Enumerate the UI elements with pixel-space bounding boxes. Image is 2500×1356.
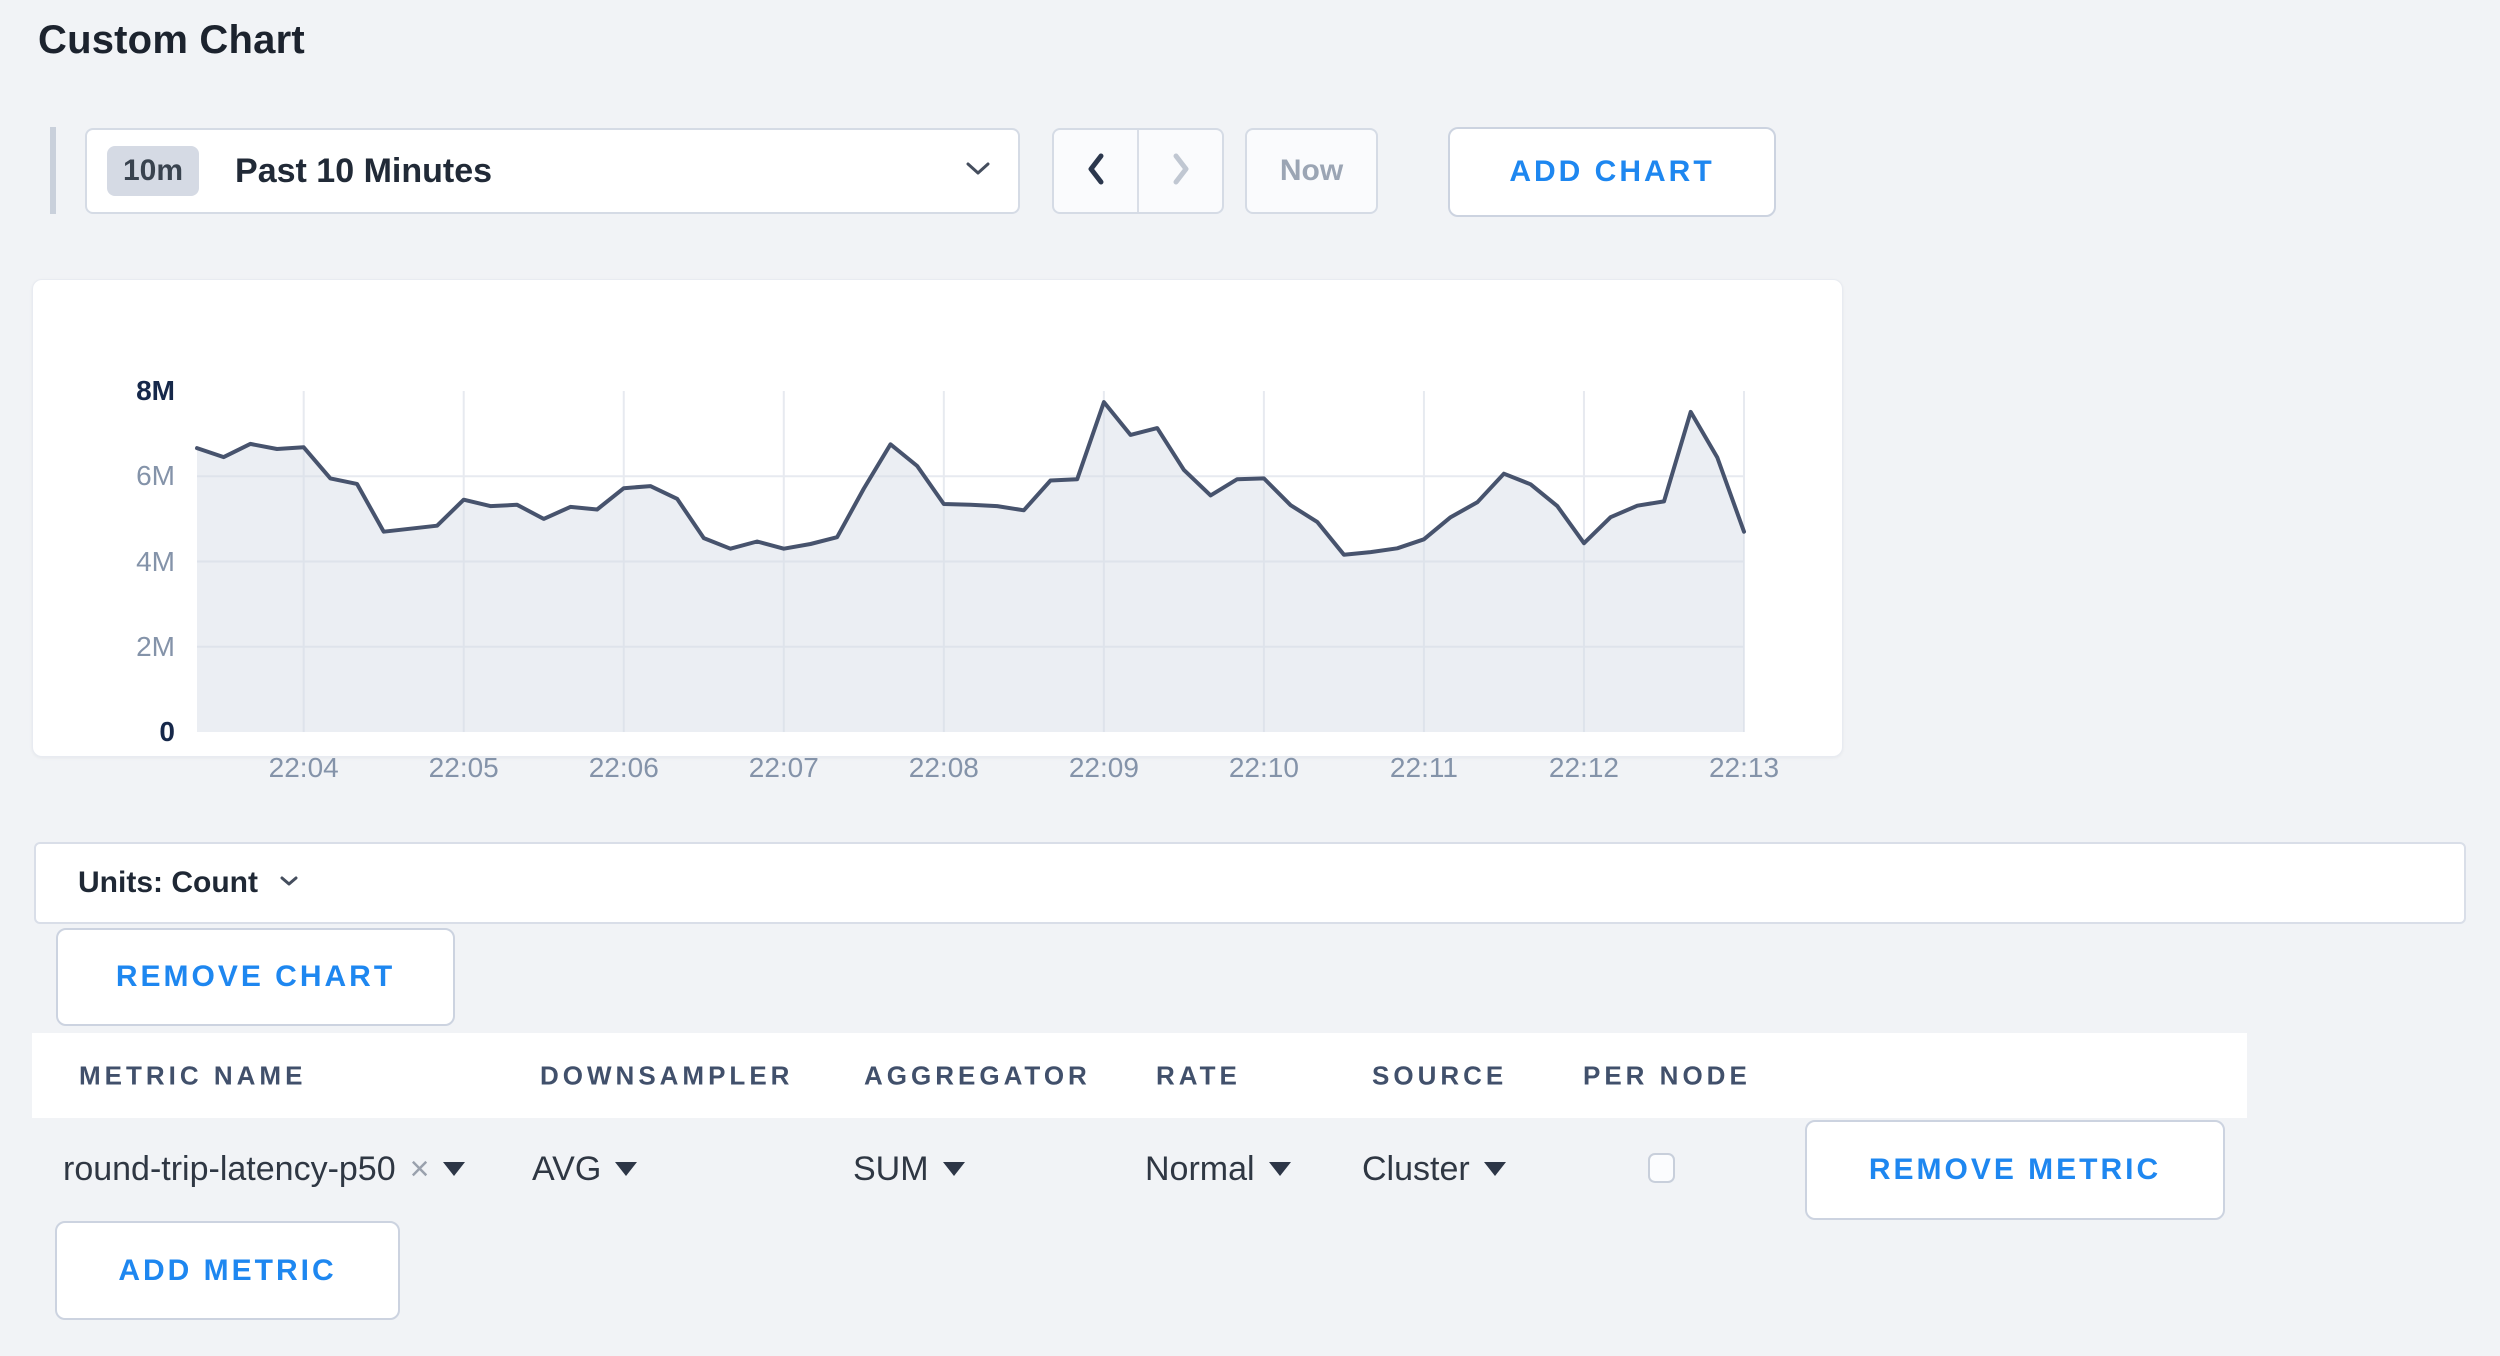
latency-area-chart xyxy=(195,391,1746,732)
aggregator-select[interactable]: SUM xyxy=(853,1118,965,1220)
time-nav-group xyxy=(1052,128,1224,214)
column-header-per-node: PER NODE xyxy=(1583,1060,1751,1090)
dropdown-caret-icon xyxy=(615,1162,638,1176)
dropdown-caret-icon xyxy=(1483,1162,1506,1176)
column-header-aggregator: AGGREGATOR xyxy=(864,1060,1091,1090)
metric-table-header: METRIC NAME DOWNSAMPLER AGGREGATOR RATE … xyxy=(32,1033,2247,1118)
remove-chart-button[interactable]: REMOVE CHART xyxy=(56,928,455,1026)
x-tick-label: 22:04 xyxy=(268,752,339,783)
x-tick-label: 22:05 xyxy=(428,752,499,783)
clear-metric-icon[interactable]: × xyxy=(409,1149,430,1188)
column-header-source: SOURCE xyxy=(1372,1060,1508,1090)
add-chart-button[interactable]: ADD CHART xyxy=(1448,127,1776,217)
now-button[interactable]: Now xyxy=(1245,128,1378,214)
downsampler-value: AVG xyxy=(532,1149,602,1188)
x-tick-label: 22:07 xyxy=(748,752,819,783)
time-back-button[interactable] xyxy=(1054,130,1137,212)
chevron-down-icon xyxy=(280,874,298,892)
dropdown-caret-icon xyxy=(942,1162,965,1176)
chevron-down-icon xyxy=(966,162,990,181)
x-tick-label: 22:09 xyxy=(1068,752,1139,783)
metric-table-row: round-trip-latency-p50 × AVG SUM Normal … xyxy=(32,1118,2247,1220)
y-tick-label: 0 xyxy=(159,716,175,747)
units-selector[interactable]: Units: Count xyxy=(34,842,2466,924)
x-tick-label: 22:11 xyxy=(1389,752,1458,783)
chevron-left-icon xyxy=(1085,152,1107,191)
x-tick-label: 22:12 xyxy=(1548,752,1619,783)
source-select[interactable]: Cluster xyxy=(1362,1118,1506,1220)
metric-name-value: round-trip-latency-p50 xyxy=(63,1149,396,1188)
series-area-fill xyxy=(197,402,1744,732)
time-window-label: Past 10 Minutes xyxy=(235,151,493,190)
column-header-rate: RATE xyxy=(1156,1060,1241,1090)
y-tick-label: 8M xyxy=(136,375,175,406)
y-tick-label: 4M xyxy=(136,545,175,577)
x-tick-label: 22:08 xyxy=(908,752,979,783)
column-header-metric-name: METRIC NAME xyxy=(79,1060,307,1090)
add-metric-button[interactable]: ADD METRIC xyxy=(55,1221,400,1320)
metric-name-select[interactable]: round-trip-latency-p50 × xyxy=(63,1118,466,1220)
column-header-downsampler: DOWNSAMPLER xyxy=(540,1060,794,1090)
chart-card: 0 2M 4M 6M 8M 22:04 22:05 22:06 22:07 22:08 22:09… xyxy=(32,279,1843,783)
time-range-selector[interactable]: 10m Past 10 Minutes xyxy=(85,128,1020,214)
series-line xyxy=(195,400,1746,557)
source-value: Cluster xyxy=(1362,1149,1470,1188)
x-tick-label: 22:10 xyxy=(1228,752,1299,783)
y-tick-label: 6M xyxy=(136,460,175,492)
aggregator-value: SUM xyxy=(853,1149,929,1188)
remove-metric-button[interactable]: REMOVE METRIC xyxy=(1805,1120,2225,1220)
units-label: Units: Count xyxy=(78,866,258,899)
time-forward-button[interactable] xyxy=(1137,130,1222,212)
chevron-right-icon xyxy=(1170,152,1192,191)
toolbar-accent-bar xyxy=(50,127,56,214)
rate-select[interactable]: Normal xyxy=(1145,1118,1291,1220)
dropdown-caret-icon xyxy=(1268,1162,1291,1176)
downsampler-select[interactable]: AVG xyxy=(532,1118,638,1220)
x-tick-label: 22:06 xyxy=(588,752,659,783)
page-title: Custom Chart xyxy=(38,18,305,62)
dropdown-caret-icon xyxy=(443,1162,466,1176)
rate-value: Normal xyxy=(1145,1149,1255,1188)
per-node-checkbox[interactable] xyxy=(1648,1153,1675,1183)
y-tick-label: 2M xyxy=(136,630,175,662)
x-tick-label: 22:13 xyxy=(1708,752,1780,783)
time-window-badge: 10m xyxy=(107,146,200,196)
